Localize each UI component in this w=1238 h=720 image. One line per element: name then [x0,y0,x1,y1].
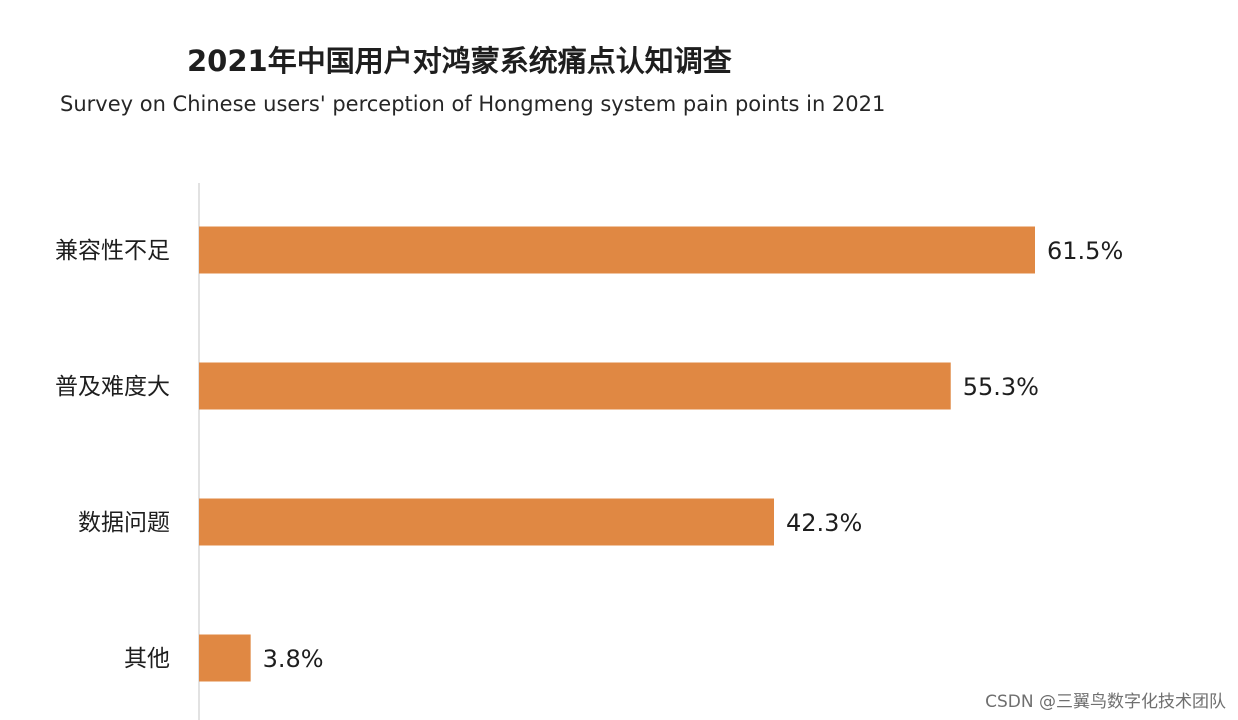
chart-title: 2021年中国用户对鸿蒙系统痛点认知调查 [187,44,732,78]
category-label: 其他 [124,646,170,672]
bar [199,362,951,410]
value-label: 61.5% [1047,237,1123,265]
category-label: 兼容性不足 [55,238,170,264]
value-label: 55.3% [963,373,1039,401]
value-label: 42.3% [786,509,862,537]
bar [199,634,251,682]
value-label: 3.8% [263,645,324,673]
bar [199,498,775,546]
chart-subtitle: Survey on Chinese users' perception of H… [60,92,886,116]
watermark: CSDN @三翼鸟数字化技术团队 [985,692,1226,712]
bar [199,226,1035,274]
category-label: 普及难度大 [55,374,170,400]
category-label: 数据问题 [78,510,170,536]
